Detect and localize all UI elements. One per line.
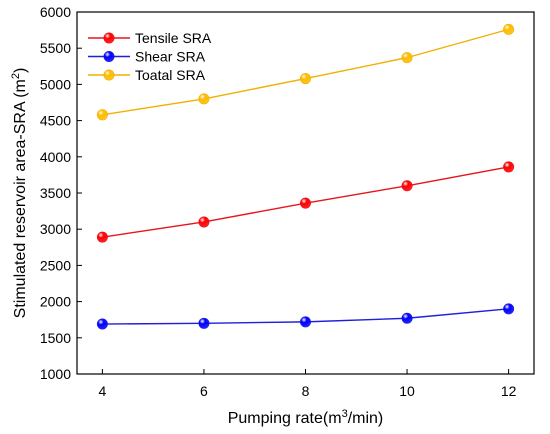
data-point [503,23,515,35]
legend-marker [103,32,115,44]
y-axis-title: Stimulated reservoir area-SRA (m2) [10,68,29,319]
y-tick-label: 5500 [40,40,71,56]
y-tick-label: 4000 [40,149,71,165]
y-tick-label: 3000 [40,221,71,237]
data-point [401,180,413,192]
series-layer [96,23,515,330]
data-point [503,161,515,173]
legend-label: Tensile SRA [135,30,212,46]
y-tick-label: 5000 [40,76,71,92]
x-tick-label: 10 [399,383,415,399]
y-tick-label: 6000 [40,4,71,20]
data-point [503,303,515,315]
data-point [96,318,108,330]
y-tick-label: 1000 [40,366,71,382]
data-point [299,73,311,85]
data-point [299,197,311,209]
x-tick-label: 12 [501,383,517,399]
data-point [401,312,413,324]
x-tick-label: 8 [302,383,310,399]
data-point [198,216,210,228]
data-point [401,52,413,64]
data-point [299,316,311,328]
legend-label: Shear SRA [135,49,206,65]
y-axis-ticks: 1000 1500 2000 2500 3000 3500 4000 4500 5000 5500… [40,4,82,382]
y-tick-label: 3500 [40,185,71,201]
x-tick-label: 6 [200,383,208,399]
data-point [96,231,108,243]
data-point [96,109,108,121]
legend: Tensile SRA Shear SRA Toatal SRA [88,30,212,83]
y-tick-label: 2000 [40,294,71,310]
x-axis-ticks: 4 6 8 10 12 [98,369,517,399]
legend-label: Toatal SRA [135,67,206,83]
y-tick-label: 1500 [40,330,71,346]
legend-marker [103,69,115,81]
legend-marker [103,50,115,62]
y-tick-label: 4500 [40,113,71,129]
data-point [198,93,210,105]
data-point [198,317,210,329]
x-axis-title: Pumping rate(m3/min) [228,408,384,427]
y-tick-label: 2500 [40,257,71,273]
x-tick-label: 4 [98,383,106,399]
